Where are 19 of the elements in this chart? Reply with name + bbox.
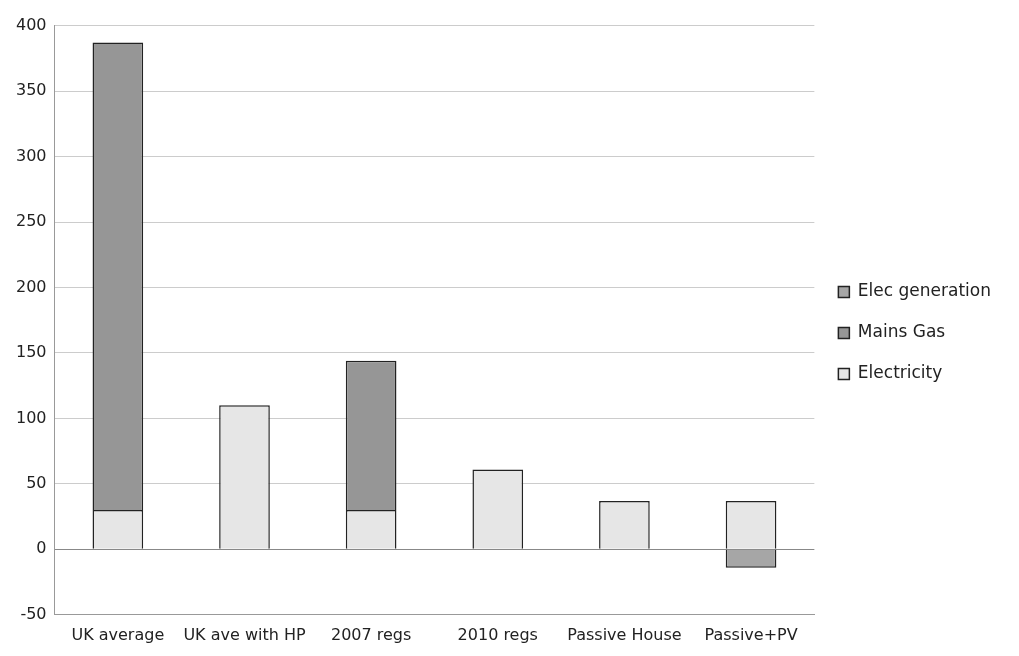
y-tick-label: 350 [15, 80, 47, 100]
x-tick-label: 2010 regs [457, 624, 538, 644]
y-tick-label: 50 [26, 473, 47, 493]
x-tick-label: 2007 regs [330, 624, 412, 644]
legend-label: Electricity [857, 362, 943, 383]
y-tick-label: 100 [15, 407, 47, 427]
y-tick-label: 250 [15, 211, 47, 231]
y-tick-label: 200 [15, 276, 47, 296]
x-tick-label: Passive+PV [704, 624, 798, 644]
y-tick-label: 150 [15, 342, 47, 362]
y-tick-label: 0 [36, 538, 47, 558]
x-tick-label: Passive House [567, 624, 682, 644]
x-tick-label: UK ave with HP [183, 624, 306, 644]
legend-label: Elec generation [857, 280, 992, 301]
y-tick-label: -50 [20, 603, 47, 623]
y-tick-label: 400 [15, 14, 47, 34]
legend-label: Mains Gas [857, 321, 946, 342]
y-tick-label: 300 [15, 145, 47, 165]
x-tick-label: UK average [71, 624, 165, 644]
